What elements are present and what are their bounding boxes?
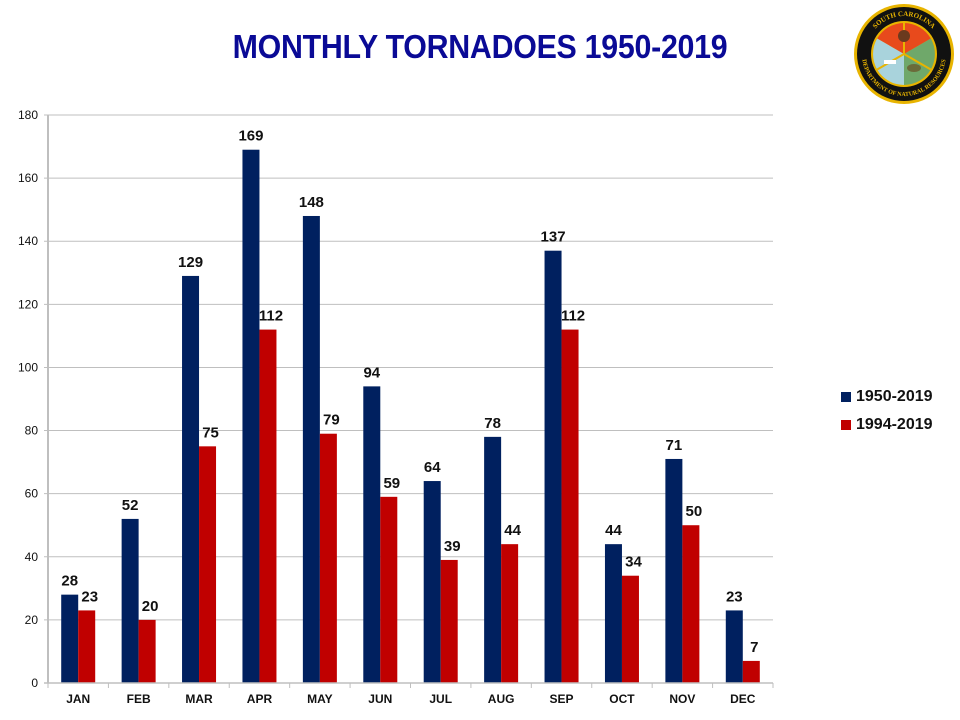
data-label: 75 [202,424,219,441]
chart-title: MONTHLY TORNADOES 1950-2019 [232,28,728,65]
bar-1950-2019-FEB [121,518,139,683]
data-label: 59 [383,475,400,492]
bar-1994-2019-MAY [319,433,337,683]
y-tick-label: 0 [31,676,38,690]
y-tick-label: 160 [18,171,38,185]
data-label: 137 [541,229,566,246]
x-tick-label: APR [247,692,273,706]
x-tick-label: MAR [185,692,213,706]
data-label: 112 [561,308,585,325]
x-tick-label: FEB [127,692,151,706]
bar-1994-2019-NOV [682,525,700,683]
x-tick-label: JUN [368,692,392,706]
bar-1950-2019-OCT [604,544,622,683]
legend-swatch-1950-2019 [841,392,851,402]
bar-1950-2019-AUG [484,436,502,683]
y-tick-label: 60 [25,487,39,501]
boat-icon [884,60,896,64]
bar-1950-2019-SEP [544,250,562,683]
x-tick-label: JUL [429,692,452,706]
data-label: 64 [424,459,441,476]
bars [61,149,760,683]
logo-fish-segment [904,38,935,85]
bar-1950-2019-NOV [665,458,683,683]
bar-1994-2019-JAN [78,610,96,683]
bar-1950-2019-DEC [725,610,743,683]
legend-swatch-1994-2019 [841,420,851,430]
y-tick-label: 100 [18,360,38,374]
bar-1994-2019-SEP [561,329,579,683]
bar-1950-2019-JUL [423,481,441,683]
legend-item-1994-2019: 1994-2019 [841,411,933,439]
data-label: 28 [61,573,78,590]
data-label: 23 [81,588,98,605]
data-label: 23 [726,588,743,605]
y-tick-label: 20 [25,613,39,627]
fish-icon [907,64,921,72]
bar-1994-2019-JUN [380,496,398,683]
data-label: 50 [686,503,703,520]
x-tick-label: AUG [488,692,515,706]
data-label: 148 [299,194,324,211]
data-label: 129 [178,254,203,271]
x-tick-label: JAN [66,692,90,706]
data-label: 20 [142,598,159,615]
bar-1950-2019-APR [242,149,260,683]
axes: 0 20 40 60 80 100 120 140 160 180 JAN FEB MAR APR MAY J… [18,108,774,706]
legend: 1950-2019 1994-2019 [841,383,933,439]
bar-1994-2019-DEC [742,660,760,683]
data-label: 79 [323,412,340,429]
data-label: 34 [625,554,642,571]
y-tick-label: 80 [25,424,39,438]
data-label: 71 [666,437,683,454]
data-label: 94 [363,364,380,381]
data-label: 112 [259,308,283,325]
y-tick-label: 180 [18,108,38,122]
data-label: 169 [238,128,263,145]
bar-1950-2019-MAR [182,275,200,683]
y-tick-label: 40 [25,550,39,564]
data-label: 39 [444,538,461,555]
x-tick-label: OCT [609,692,635,706]
x-tick-label: SEP [550,692,574,706]
gridlines [44,114,773,621]
legend-label: 1994-2019 [856,416,933,433]
x-tick-label: DEC [730,692,756,706]
scdnr-logo: SOUTH CAROLINA DEPARTMENT OF NATURAL RES… [854,4,954,104]
y-tick-label: 140 [18,234,38,248]
legend-label: 1950-2019 [856,388,933,405]
data-label: 44 [504,522,521,539]
y-tick-label: 120 [18,297,38,311]
bar-1950-2019-JUN [363,386,381,683]
bar-1950-2019-MAY [302,215,320,683]
x-tick-label: MAY [307,692,333,706]
data-labels: 28 52 129 169 148 94 64 78 137 44 71 23 23 20 75 112 79 5… [61,128,758,656]
data-label: 7 [750,639,758,656]
legend-item-1950-2019: 1950-2019 [841,383,933,411]
x-tick-label: NOV [669,692,695,706]
bar-1994-2019-AUG [501,544,519,683]
bar-1994-2019-OCT [621,575,639,683]
bar-1994-2019-JUL [440,559,458,683]
bar-1994-2019-APR [259,329,277,683]
deer-icon [898,30,910,42]
bar-1994-2019-MAR [199,446,217,683]
bar-1950-2019-JAN [61,594,79,683]
data-label: 52 [122,497,139,514]
data-label: 78 [484,415,501,432]
data-label: 44 [605,522,622,539]
bar-1994-2019-FEB [138,619,156,683]
